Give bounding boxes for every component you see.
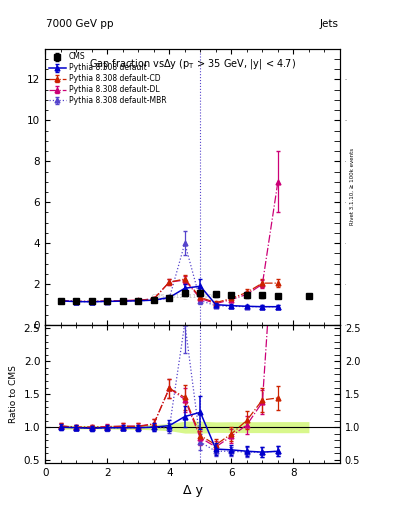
Text: CMS_2012_I1102908: CMS_2012_I1102908: [151, 293, 216, 299]
Legend: CMS, Pythia 8.308 default, Pythia 8.308 default-CD, Pythia 8.308 default-DL, Pyt: CMS, Pythia 8.308 default, Pythia 8.308 …: [48, 51, 168, 106]
Y-axis label: Ratio to CMS: Ratio to CMS: [9, 365, 18, 423]
Y-axis label: Rivet 3.1.10, ≥ 100k events: Rivet 3.1.10, ≥ 100k events: [349, 148, 354, 225]
Text: Gap fraction vs$\mathregular{\Delta}$y (p$_\mathregular{T}$ > 35 GeV, |y| < 4.7): Gap fraction vs$\mathregular{\Delta}$y (…: [89, 57, 296, 71]
X-axis label: Δ y: Δ y: [183, 484, 202, 497]
Text: Jets: Jets: [320, 19, 339, 30]
Text: 7000 GeV pp: 7000 GeV pp: [46, 19, 114, 30]
